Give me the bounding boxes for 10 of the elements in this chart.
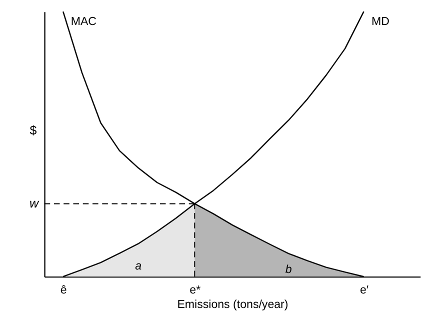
- x-axis-title: Emissions (tons/year): [177, 298, 288, 311]
- ref-line-label: w: [30, 196, 40, 211]
- series-label: b: [285, 264, 292, 276]
- series-label: MD: [371, 16, 390, 28]
- series-label: a: [135, 260, 142, 272]
- series-label: MAC: [70, 16, 96, 28]
- x-tick-label: ê: [60, 284, 67, 296]
- y-axis-title: $: [30, 123, 37, 138]
- x-tick-label: e′: [360, 284, 369, 296]
- x-tick-label: e*: [190, 284, 202, 296]
